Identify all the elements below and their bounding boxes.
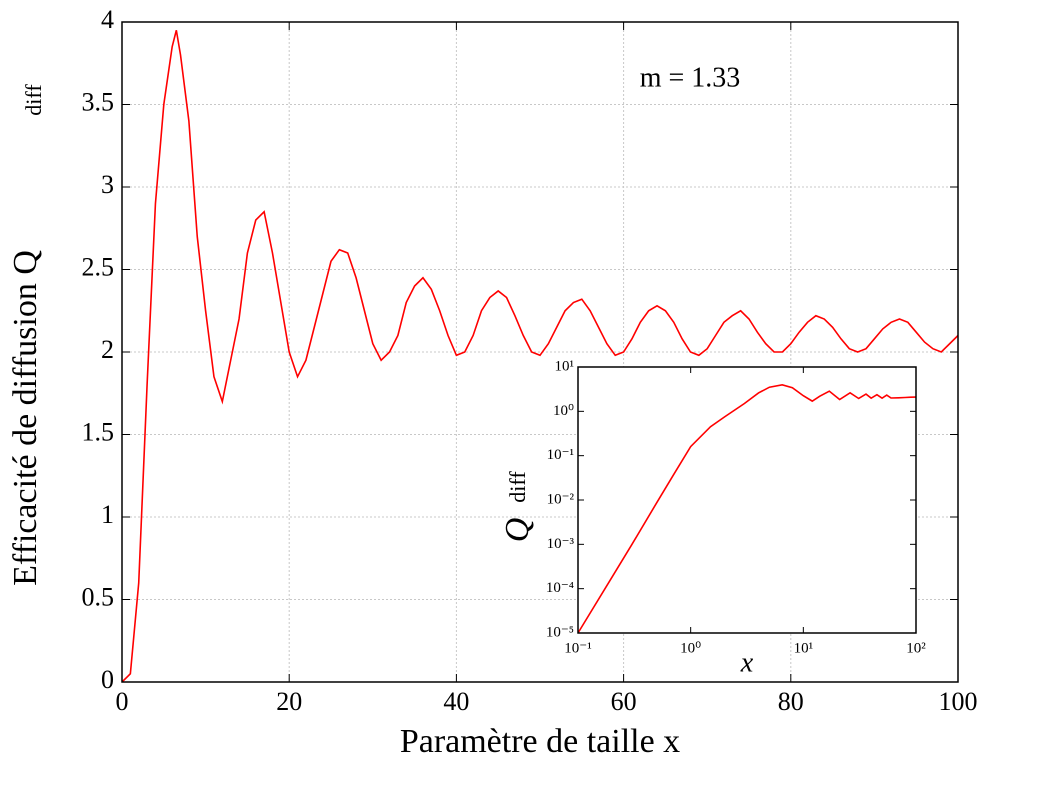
x-tick-label: 60 (611, 687, 637, 716)
x-tick-label: 10⁰ (680, 640, 701, 656)
y-axis-subscript: diff (21, 84, 46, 116)
y-tick-label: 1 (101, 500, 114, 529)
y-tick-label: 10⁻⁴ (546, 580, 574, 596)
plot-frame (121, 21, 959, 683)
inset-background (578, 367, 916, 633)
y-axis-label: Efficacité de diffusion Q (7, 250, 44, 586)
y-tick-label: 10¹ (555, 358, 575, 374)
x-tick-label: 10² (906, 640, 926, 656)
annotation: m = 1.33 (640, 62, 741, 93)
y-tick-label: 3 (101, 170, 114, 199)
y-axis-label: Q (499, 518, 536, 543)
y-tick-label: 2 (101, 335, 114, 364)
y-tick-label: 2.5 (82, 252, 115, 281)
x-tick-label: 0 (116, 687, 129, 716)
y-tick-label: 1.5 (82, 417, 115, 446)
data-line (121, 30, 959, 683)
plot-frame (577, 366, 917, 634)
y-tick-label: 4 (101, 5, 114, 34)
y-tick-label: 10⁻³ (547, 536, 575, 552)
y-tick-label: 3.5 (82, 87, 115, 116)
x-tick-label: 40 (443, 687, 469, 716)
x-tick-label: 100 (939, 687, 978, 716)
data-line (577, 384, 917, 634)
x-tick-label: 80 (778, 687, 804, 716)
chart: 10⁻¹ 10⁰ 10¹ 10² 10⁻⁵ 10⁻⁴ 10⁻³ 10⁻² 10⁻¹ 10⁰ 10¹ x… (499, 358, 926, 678)
x-axis-label: x (740, 647, 754, 678)
y-tick-label: 0 (101, 665, 114, 694)
x-axis-label: Paramètre de taille x (400, 723, 680, 760)
x-tick-label: 20 (276, 687, 302, 716)
x-tick-label: 10⁻¹ (564, 640, 591, 656)
chart: 0 20 40 60 80 100 0 0.5 1 1.5 2 2.5 3 3.5 4 Paramètre d… (7, 5, 978, 760)
y-tick-label: 0.5 (82, 582, 115, 611)
x-tick-label: 10¹ (794, 640, 814, 656)
y-axis-subscript: diff (505, 471, 530, 503)
y-tick-label: 10⁻² (547, 491, 575, 507)
y-tick-label: 10⁰ (553, 403, 574, 419)
y-tick-label: 10⁻¹ (547, 447, 574, 463)
y-tick-label: 10⁻⁵ (546, 624, 574, 640)
